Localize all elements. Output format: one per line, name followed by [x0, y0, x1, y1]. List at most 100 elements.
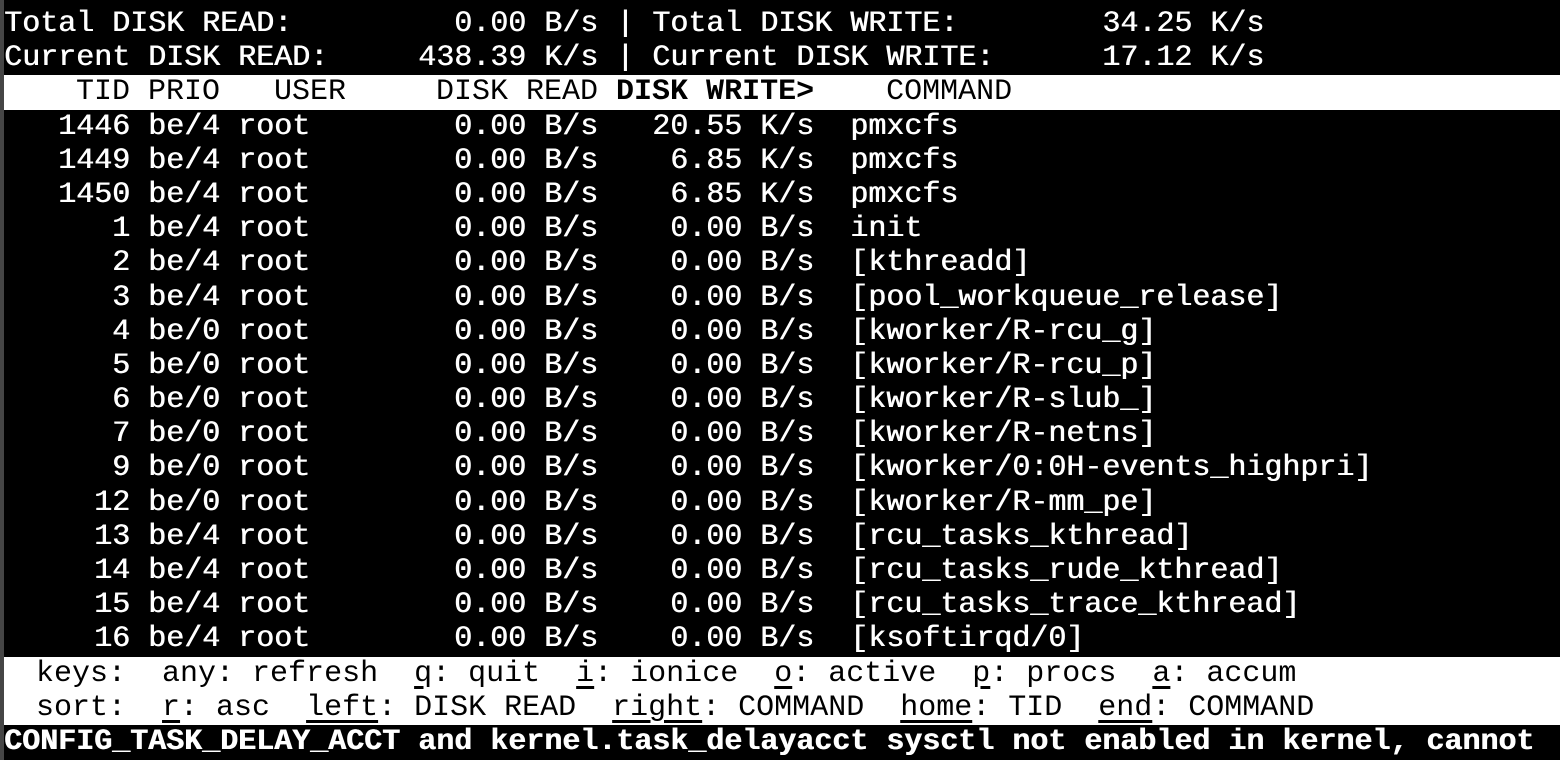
help-keys-line: keys: any: refresh q: quit i: ionice o: …	[0, 656, 1560, 691]
process-row: 14 be/4 root 0.00 B/s 0.00 B/s [rcu_tasks_rud…	[4, 554, 1560, 588]
process-row: 6 be/0 root 0.00 B/s 0.00 B/s [kworker/R-slub…	[4, 383, 1560, 417]
process-row: 1450 be/4 root 0.00 B/s 6.85 K/s pmxcfs	[4, 178, 1560, 212]
disk-write-cell: 0.00 B/s	[670, 622, 815, 657]
disk-read-cell: 0.00 B/s	[454, 246, 599, 281]
help-keys-items: any: refresh q: quit i: ionice o: active…	[162, 656, 1297, 691]
tid-cell: 7	[112, 417, 131, 452]
command-cell: [kworker/R-rcu_g]	[850, 314, 1157, 349]
process-row: 2 be/4 root 0.00 B/s 0.00 B/s [kthreadd]	[4, 246, 1560, 280]
prio-cell: be/0	[148, 348, 221, 383]
process-row: 5 be/0 root 0.00 B/s 0.00 B/s [kworker/R-rcu_…	[4, 349, 1560, 383]
current-disk-write-value: 17.12 K/s	[1102, 41, 1265, 76]
prio-cell: be/4	[148, 280, 221, 315]
disk-write-cell: 0.00 B/s	[670, 588, 815, 623]
command-cell: init	[850, 212, 923, 247]
disk-read-cell: 0.00 B/s	[454, 280, 599, 315]
total-disk-write-value: 34.25 K/s	[1102, 7, 1265, 41]
table-header-row: TID PRIO USER DISK READ DISK WRITE> COMMAND	[0, 75, 1560, 110]
prio-cell: be/4	[148, 109, 221, 144]
disk-read-cell: 0.00 B/s	[454, 588, 599, 623]
disk-write-cell: 0.00 B/s	[670, 554, 815, 588]
user-cell: root	[238, 588, 311, 623]
hotkey-r: r	[162, 690, 181, 725]
tid-cell: 4	[112, 314, 131, 349]
disk-read-cell: 0.00 B/s	[454, 177, 599, 212]
prio-cell: be/4	[148, 519, 221, 554]
process-row: 9 be/0 root 0.00 B/s 0.00 B/s [kworker/0:0H-e…	[4, 451, 1560, 485]
disk-read-cell: 0.00 B/s	[454, 519, 599, 554]
disk-write-cell: 0.00 B/s	[670, 383, 815, 418]
prio-cell: be/0	[148, 451, 221, 486]
tid-cell: 16	[94, 622, 131, 657]
user-cell: root	[238, 348, 311, 383]
disk-write-cell: 0.00 B/s	[670, 212, 815, 247]
column-header-prio: PRIO	[148, 75, 221, 110]
tid-cell: 14	[94, 554, 131, 588]
prio-cell: be/4	[148, 212, 221, 247]
help-keys-label: keys:	[36, 656, 127, 691]
command-cell: [kthreadd]	[850, 246, 1031, 281]
user-cell: root	[238, 246, 311, 281]
prio-cell: be/4	[148, 177, 221, 212]
process-table-body: 1446 be/4 root 0.00 B/s 20.55 K/s pmxcfs 1449 b…	[4, 110, 1560, 657]
disk-write-cell: 6.85 K/s	[670, 177, 815, 212]
summary-separator: |	[598, 7, 653, 41]
user-cell: root	[238, 519, 311, 554]
prio-cell: be/4	[148, 143, 221, 178]
user-cell: root	[238, 212, 311, 247]
process-row: 7 be/0 root 0.00 B/s 0.00 B/s [kworker/R-netn…	[4, 417, 1560, 451]
disk-read-cell: 0.00 B/s	[454, 109, 599, 144]
disk-write-cell: 0.00 B/s	[670, 417, 815, 452]
process-row: 16 be/4 root 0.00 B/s 0.00 B/s [ksoftirqd/0]	[4, 622, 1560, 656]
command-cell: [rcu_tasks_trace_kthread]	[850, 588, 1301, 623]
column-header-tid: TID	[76, 75, 131, 110]
hotkey-right: right	[612, 690, 703, 725]
column-header-user: USER	[274, 75, 347, 110]
user-cell: root	[238, 314, 311, 349]
column-header-disk-read: DISK READ	[436, 75, 599, 110]
window-edge	[0, 0, 4, 760]
process-row: 13 be/4 root 0.00 B/s 0.00 B/s [rcu_tasks_kth…	[4, 520, 1560, 554]
process-row: 4 be/0 root 0.00 B/s 0.00 B/s [kworker/R-rcu_…	[4, 315, 1560, 349]
total-disk-write-label: Total DISK WRITE:	[652, 7, 959, 41]
disk-read-cell: 0.00 B/s	[454, 451, 599, 486]
hotkey-p: p	[972, 656, 991, 691]
disk-write-cell: 0.00 B/s	[670, 519, 815, 554]
user-cell: root	[238, 622, 311, 657]
user-cell: root	[238, 280, 311, 315]
hotkey-q: q	[414, 656, 433, 691]
process-row: 15 be/4 root 0.00 B/s 0.00 B/s [rcu_tasks_tra…	[4, 588, 1560, 622]
disk-read-cell: 0.00 B/s	[454, 417, 599, 452]
disk-write-cell: 0.00 B/s	[670, 451, 815, 486]
command-cell: [kworker/R-mm_pe]	[850, 485, 1157, 520]
process-row: 1 be/4 root 0.00 B/s 0.00 B/s init	[4, 212, 1560, 246]
column-header-disk-write-sorted: DISK WRITE>	[616, 75, 815, 110]
command-cell: pmxcfs	[850, 109, 959, 144]
tid-cell: 1449	[58, 143, 131, 178]
command-cell: [kworker/R-netns]	[850, 417, 1157, 452]
hotkey-i: i	[576, 656, 595, 691]
current-disk-write-label: Current DISK WRITE:	[652, 41, 995, 76]
prio-cell: be/0	[148, 485, 221, 520]
help-sort-items: r: asc left: DISK READ right: COMMAND ho…	[162, 690, 1315, 725]
current-disk-read-value: 438.39 K/s	[418, 41, 599, 76]
disk-read-cell: 0.00 B/s	[454, 622, 599, 657]
status-message: CONFIG_TASK_DELAY_ACCT and kernel.task_d…	[4, 724, 1560, 760]
disk-write-cell: 0.00 B/s	[670, 280, 815, 315]
hotkey-end: end	[1098, 690, 1153, 725]
user-cell: root	[238, 417, 311, 452]
command-cell: [pool_workqueue_release]	[850, 280, 1283, 315]
tid-cell: 1446	[58, 109, 131, 144]
user-cell: root	[238, 177, 311, 212]
disk-write-cell: 6.85 K/s	[670, 143, 815, 178]
command-cell: [kworker/0:0H-events_highpri]	[850, 451, 1373, 486]
process-row: 12 be/0 root 0.00 B/s 0.00 B/s [kworker/R-mm_…	[4, 486, 1560, 520]
user-cell: root	[238, 485, 311, 520]
command-cell: [ksoftirqd/0]	[850, 622, 1085, 657]
disk-read-cell: 0.00 B/s	[454, 212, 599, 247]
user-cell: root	[238, 109, 311, 144]
current-disk-read-label: Current DISK READ:	[4, 41, 329, 76]
disk-write-cell: 20.55 K/s	[652, 109, 815, 144]
command-cell: [rcu_tasks_kthread]	[850, 519, 1193, 554]
